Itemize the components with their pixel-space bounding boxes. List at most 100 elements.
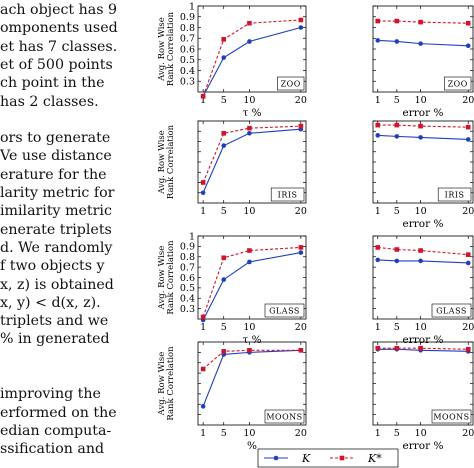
text-line: erature for the bbox=[0, 166, 107, 183]
x-axis-label: τ % bbox=[242, 334, 261, 346]
y-tick-label: 0.4 bbox=[180, 66, 195, 77]
series-kstar-line bbox=[202, 19, 301, 97]
series-kstar-point bbox=[221, 131, 227, 136]
x-tick-label: 5 bbox=[221, 322, 227, 333]
series-kstar-line bbox=[377, 246, 469, 256]
series-kstar-point bbox=[465, 20, 471, 26]
dataset-label: IRIS bbox=[445, 191, 465, 200]
series-kstar-point bbox=[247, 348, 252, 353]
text-line: x, z) is obtained bbox=[0, 276, 114, 293]
x-axis-label: error % bbox=[403, 218, 444, 230]
dataset-label: IRIS bbox=[278, 191, 298, 200]
dataset-label-box bbox=[431, 409, 472, 424]
dataset-label: ZOO bbox=[281, 80, 301, 89]
y-axis-label: Avg. Row Wise bbox=[157, 130, 167, 195]
text-line: improving the bbox=[0, 386, 101, 403]
y-tick-label: 0.8 bbox=[180, 23, 195, 34]
series-k-point bbox=[394, 258, 400, 264]
dataset-label-box bbox=[264, 409, 305, 424]
text-line: imilarity metric bbox=[0, 203, 112, 220]
legend-box bbox=[257, 448, 399, 468]
series-kstar-point bbox=[200, 94, 206, 99]
x-tick-label: 20 bbox=[295, 322, 307, 333]
y-tick-label: 0.7 bbox=[180, 34, 195, 45]
series-k-point bbox=[375, 38, 381, 43]
series-kstar-point bbox=[247, 20, 252, 26]
series-k-point bbox=[298, 250, 304, 255]
text-line: ors to generate bbox=[0, 130, 111, 147]
series-k-point bbox=[200, 190, 206, 196]
dataset-label: MOONS bbox=[433, 413, 469, 422]
dataset-label: ZOO bbox=[448, 80, 468, 89]
series-k-point bbox=[247, 39, 252, 44]
x-axis-label: error % bbox=[403, 107, 444, 119]
text-line: has 2 classes. bbox=[0, 93, 99, 110]
series-k-point bbox=[465, 260, 471, 266]
series-k-line bbox=[202, 252, 301, 321]
series-k-line bbox=[377, 348, 469, 352]
series-kstar-point bbox=[221, 255, 227, 261]
x-tick-label: 10 bbox=[415, 206, 427, 217]
y-tick-label: 0.8 bbox=[180, 252, 195, 263]
y-tick-label: 0.5 bbox=[180, 55, 195, 66]
series-kstar-point bbox=[394, 345, 400, 351]
legend-kstar-marker bbox=[339, 455, 345, 461]
x-tick-label: 20 bbox=[295, 428, 307, 439]
series-k-line bbox=[377, 134, 469, 140]
x-axis-label: error % bbox=[403, 334, 444, 346]
series-kstar-line bbox=[202, 246, 301, 318]
x-axis-label: τ % bbox=[242, 107, 261, 119]
y-axis-label: Rank Correlation bbox=[166, 346, 176, 421]
series-kstar-point bbox=[394, 18, 400, 24]
text-line: et of 500 points bbox=[0, 56, 113, 73]
dataset-label: MOONS bbox=[266, 413, 302, 422]
text-line: enerate triplets bbox=[0, 221, 112, 238]
series-kstar-point bbox=[375, 122, 381, 128]
x-tick-label: 20 bbox=[462, 206, 474, 217]
series-k-line bbox=[377, 39, 469, 47]
dataset-label-box bbox=[431, 303, 472, 318]
series-kstar-point bbox=[247, 248, 252, 253]
series-k-point bbox=[247, 259, 252, 265]
series-k-line bbox=[377, 259, 469, 264]
series-kstar-point bbox=[418, 345, 423, 351]
y-axis-label: Rank Correlation bbox=[166, 240, 176, 315]
y-tick-label: 0.4 bbox=[180, 294, 195, 305]
series-k-point bbox=[221, 277, 227, 282]
series-k-point bbox=[418, 258, 423, 264]
legend-k-marker bbox=[273, 455, 279, 461]
legend-k-label: K bbox=[301, 452, 311, 465]
x-tick-label: 20 bbox=[462, 428, 474, 439]
series-kstar-line bbox=[202, 349, 301, 370]
series-k-line bbox=[202, 128, 301, 193]
x-tick-label: 20 bbox=[295, 95, 307, 106]
series-k-point bbox=[375, 257, 381, 263]
series-kstar-point bbox=[200, 366, 206, 372]
x-tick-label: 1 bbox=[200, 322, 206, 333]
y-tick-label: 0.6 bbox=[180, 44, 195, 55]
y-axis-label: Rank Correlation bbox=[166, 11, 176, 86]
y-tick-label: 0.5 bbox=[180, 283, 195, 294]
series-kstar-point bbox=[298, 348, 304, 353]
text-line: triplets and we bbox=[0, 313, 109, 330]
series-kstar-point bbox=[394, 122, 400, 128]
series-k-point bbox=[221, 55, 227, 60]
series-kstar-point bbox=[200, 314, 206, 320]
y-tick-label: 0.9 bbox=[180, 242, 195, 253]
series-k-point bbox=[247, 131, 252, 136]
series-kstar-point bbox=[394, 247, 400, 252]
series-k-line bbox=[202, 26, 302, 97]
y-axis-label: Avg. Row Wise bbox=[157, 352, 167, 417]
series-kstar-point bbox=[418, 19, 423, 25]
dataset-label: GLASS bbox=[436, 307, 467, 316]
series-kstar-point bbox=[465, 346, 471, 352]
series-kstar-point bbox=[221, 349, 227, 354]
series-kstar-point bbox=[298, 17, 304, 23]
series-k-point bbox=[375, 133, 381, 138]
x-tick-label: 10 bbox=[243, 322, 255, 333]
series-kstar-line bbox=[377, 124, 469, 128]
series-k-point bbox=[418, 135, 423, 140]
x-tick-label: 1 bbox=[375, 95, 381, 106]
series-kstar-point bbox=[465, 252, 471, 257]
